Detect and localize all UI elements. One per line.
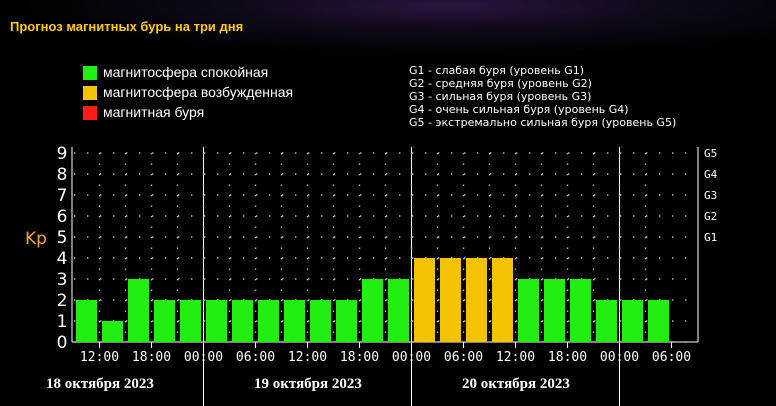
g-level-label: G2 [704,210,717,223]
date-labels: 18 октября 2023 19 октября 2023 20 октяб… [0,376,776,396]
x-tick-label: 00:00 [184,350,223,365]
kp-bar [466,258,487,342]
x-tick-label: 12:00 [496,350,535,365]
kp-bar [232,300,253,342]
y-tick-label: 3 [57,270,68,290]
kp-bar [622,300,643,342]
kp-bar [492,258,513,342]
y-tick-label: 6 [57,207,68,227]
g-level-label: G4 [704,168,718,181]
kp-bar [596,300,617,342]
x-tick-label: 18:00 [132,350,171,365]
x-tick-label: 00:00 [392,350,431,365]
kp-bar [258,300,279,342]
kp-bar [362,279,383,342]
legend-swatch-active [83,86,97,100]
kp-bar [206,300,227,342]
kp-bar [388,279,409,342]
kp-bar [102,321,123,342]
x-tick-label: 12:00 [288,350,327,365]
kp-bar [180,300,201,342]
kp-bar [648,300,669,342]
x-tick-label: 00:00 [600,350,639,365]
kp-bar [154,300,175,342]
kp-bar [128,279,149,342]
x-tick-label: 12:00 [80,350,119,365]
storm-scale-legend: G1 - слабая буря (уровень G1) G2 - средн… [409,64,676,129]
y-axis-label: Kp [25,229,47,249]
header-banner [0,0,776,56]
x-tick-label: 06:00 [444,350,483,365]
y-tick-label: 5 [57,228,68,248]
kp-bar [284,300,305,342]
date-label-3: 20 октября 2023 [462,376,570,392]
y-tick-label: 0 [57,333,68,353]
x-tick-label: 18:00 [548,350,587,365]
g-level-label: G1 [704,231,717,244]
kp-bar [440,258,461,342]
kp-bar [518,279,539,342]
kp-bar [544,279,565,342]
storm-scale-g4: G4 - очень сильная буря (уровень G4) [409,103,629,116]
kp-bar [414,258,435,342]
x-tick-label: 06:00 [236,350,275,365]
date-label-2: 19 октября 2023 [254,376,362,392]
legend-swatch-storm [83,106,97,120]
g-level-label: G3 [704,189,717,202]
storm-scale-g3: G3 - сильная буря (уровень G3) [409,90,592,103]
legend-label-quiet: магнитосфера спокойная [103,64,269,80]
page-title: Прогноз магнитных бурь на три дня [10,19,244,34]
y-tick-label: 2 [57,291,68,311]
legend-label-storm: магнитная буря [103,104,205,120]
kp-bar [76,300,97,342]
y-tick-label: 7 [57,186,68,206]
date-label-1: 18 октября 2023 [46,376,154,392]
y-tick-label: 8 [57,165,68,185]
y-tick-label: 9 [57,144,68,164]
legend-swatch-quiet [83,66,97,80]
y-tick-label: 4 [57,249,68,269]
legend-label-active: магнитосфера возбужденная [103,84,294,100]
storm-scale-g5: G5 - экстремально сильная буря (уровень … [409,116,677,129]
kp-bar [310,300,331,342]
y-tick-label: 1 [57,312,68,332]
storm-scale-g2: G2 - средняя буря (уровень G2) [409,77,592,90]
g-level-label: G5 [704,147,717,160]
storm-scale-g1: G1 - слабая буря (уровень G1) [409,64,585,77]
x-tick-label: 06:00 [652,350,691,365]
x-tick-label: 18:00 [340,350,379,365]
kp-bar [570,279,591,342]
kp-bar [336,300,357,342]
